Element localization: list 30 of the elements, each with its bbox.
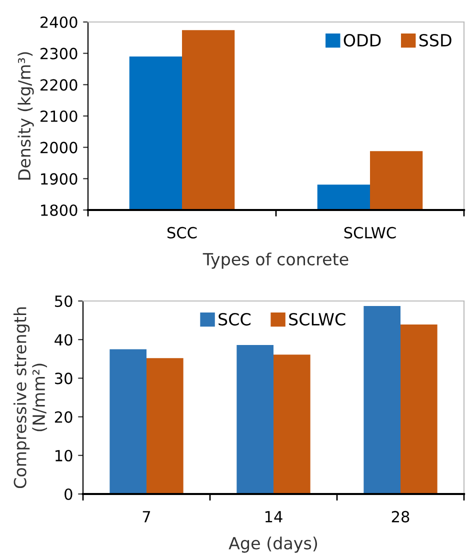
x-axis-title: Types of concrete	[202, 252, 348, 269]
legend-label: ODD	[344, 34, 381, 47]
y-tick-label: 40	[54, 334, 72, 346]
y-tick-label: 2400	[40, 16, 78, 28]
y-tick-label: 2000	[40, 142, 78, 154]
y-axis-title: Compressive strength (N/mm²)	[13, 307, 48, 488]
bar	[364, 306, 400, 494]
y-tick-label: 1900	[41, 173, 78, 185]
bar	[400, 324, 438, 494]
legend-label: SCLWC	[289, 312, 346, 326]
y-tick-label: 2100	[40, 110, 78, 122]
y-tick-label: 0	[64, 488, 72, 500]
x-tick-label: 28	[392, 510, 410, 522]
x-axis-title: Age (days)	[228, 536, 318, 553]
bar	[274, 354, 310, 494]
bar	[110, 349, 146, 494]
y-tick-label: 1800	[41, 204, 78, 216]
y-tick-label: 10	[56, 450, 72, 462]
y-tick-label: 2300	[40, 48, 78, 60]
y-tick-label: 30	[55, 372, 72, 384]
y-tick-label: 2200	[40, 79, 78, 91]
legend-label: SCC	[218, 312, 250, 326]
y-tick-label: 20	[54, 411, 72, 423]
y-axis-title: Density (kg/m³)	[18, 52, 34, 180]
x-tick-label: 14	[265, 511, 282, 522]
x-tick-label: 7	[142, 511, 150, 522]
bar	[146, 358, 184, 494]
legend-label: SSD	[419, 34, 452, 47]
bar	[236, 345, 274, 494]
y-tick-label: 50	[55, 295, 72, 308]
